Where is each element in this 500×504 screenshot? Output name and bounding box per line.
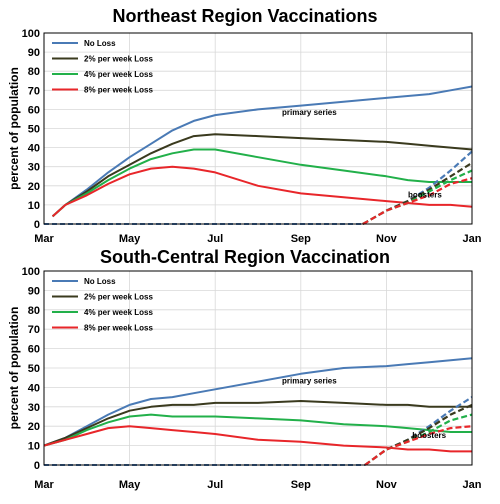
x-tick-label: Mar bbox=[34, 479, 54, 491]
x-tick-label: Jul bbox=[207, 233, 223, 245]
series-line bbox=[43, 357, 473, 447]
y-tick-label: 60 bbox=[28, 344, 40, 356]
booster-line bbox=[364, 425, 473, 466]
y-tick-label: 60 bbox=[28, 104, 40, 116]
y-axis-label: percent of population bbox=[7, 67, 21, 190]
y-tick-label: 90 bbox=[28, 285, 40, 297]
y-axis-label: percent of population bbox=[7, 307, 21, 430]
series-line bbox=[51, 85, 473, 218]
x-tick-label: Jul bbox=[207, 479, 223, 491]
y-tick-label: 70 bbox=[28, 85, 40, 97]
y-tick-label: 20 bbox=[28, 181, 40, 193]
legend-label: 2% per week Loss bbox=[84, 55, 153, 64]
y-tick-label: 40 bbox=[28, 382, 40, 394]
legend-label: No Loss bbox=[84, 277, 116, 286]
legend-label: 4% per week Loss bbox=[84, 308, 153, 317]
legend-label: 4% per week Loss bbox=[84, 70, 153, 79]
booster-line bbox=[362, 177, 473, 225]
legend-label: No Loss bbox=[84, 39, 116, 48]
y-tick-label: 10 bbox=[28, 441, 40, 453]
x-tick-label: Jan bbox=[463, 479, 482, 491]
chart-1: South-Central Region Vaccination 0 10 20 30 4… bbox=[7, 247, 482, 491]
y-tick-label: 20 bbox=[28, 421, 40, 433]
x-tick-label: Nov bbox=[376, 233, 398, 245]
series-line bbox=[43, 400, 472, 447]
annotation: boosters bbox=[412, 431, 446, 440]
y-tick-label: 10 bbox=[28, 200, 40, 212]
y-tick-label: 80 bbox=[28, 66, 40, 78]
x-tick-label: Sep bbox=[291, 479, 311, 491]
chart-title: Northeast Region Vaccinations bbox=[112, 6, 377, 26]
y-tick-label: 0 bbox=[34, 219, 40, 231]
y-tick-label: 80 bbox=[28, 305, 40, 317]
y-tick-label: 0 bbox=[34, 460, 40, 472]
series-line bbox=[51, 133, 473, 218]
plot-frame bbox=[43, 270, 473, 466]
legend-label: 8% per week Loss bbox=[84, 324, 153, 333]
y-tick-label: 70 bbox=[28, 324, 40, 336]
x-tick-label: Jan bbox=[463, 233, 482, 245]
annotation: boosters bbox=[408, 190, 442, 199]
legend-label: 2% per week Loss bbox=[84, 293, 153, 302]
y-tick-label: 50 bbox=[28, 363, 40, 375]
y-tick-label: 100 bbox=[22, 266, 40, 278]
series-line bbox=[51, 165, 473, 218]
y-tick-label: 90 bbox=[28, 47, 40, 59]
annotation: primary series bbox=[282, 108, 337, 117]
series-line bbox=[43, 425, 472, 453]
y-tick-label: 50 bbox=[28, 124, 40, 136]
plot-frame bbox=[43, 32, 473, 225]
series-line bbox=[43, 413, 472, 447]
y-tick-label: 100 bbox=[22, 28, 40, 40]
y-tick-label: 30 bbox=[28, 162, 40, 174]
chart-0: Northeast Region Vaccinations 0 10 20 30 40 50… bbox=[7, 6, 482, 245]
x-tick-label: May bbox=[119, 479, 141, 491]
y-tick-label: 30 bbox=[28, 402, 40, 414]
x-tick-label: Mar bbox=[34, 233, 54, 245]
x-tick-label: May bbox=[119, 233, 141, 245]
x-tick-label: Nov bbox=[376, 479, 398, 491]
legend-label: 8% per week Loss bbox=[84, 86, 153, 95]
y-tick-label: 40 bbox=[28, 143, 40, 155]
x-tick-label: Sep bbox=[291, 233, 311, 245]
chart-title: South-Central Region Vaccination bbox=[100, 247, 390, 267]
series-line bbox=[51, 148, 472, 218]
annotation: primary series bbox=[282, 377, 337, 386]
